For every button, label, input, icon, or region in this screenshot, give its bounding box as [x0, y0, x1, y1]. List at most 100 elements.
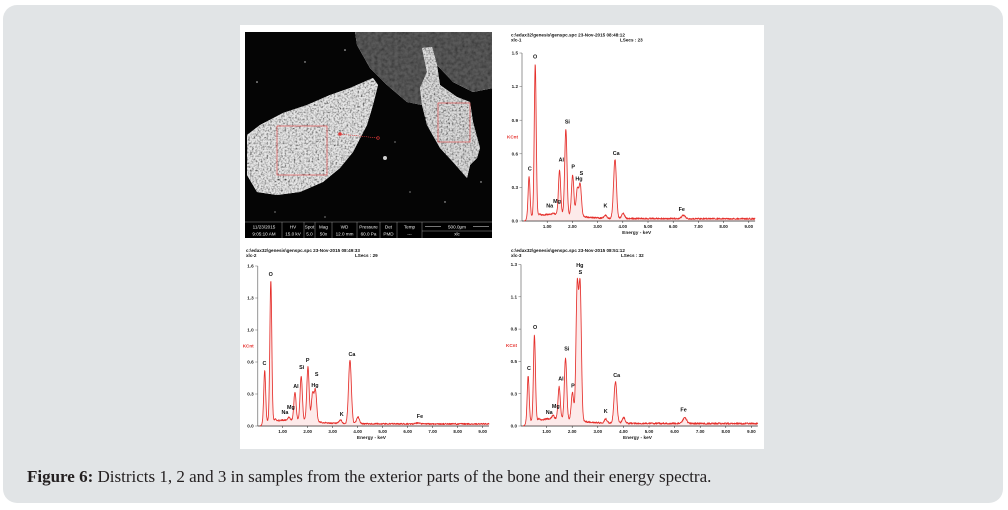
y-tick-label: 0.5 — [511, 359, 518, 364]
peak-label-si: Si — [564, 347, 570, 353]
x-tick-label: 1.00 — [278, 429, 287, 434]
peak-label-hg: Hg — [576, 263, 583, 269]
sem-bone-fragment-right — [420, 47, 480, 178]
x-tick-label: 5.00 — [645, 429, 654, 434]
district-box-right — [437, 102, 471, 143]
peak-label-ca: Ca — [613, 373, 621, 379]
peak-label-mg: Mg — [553, 199, 561, 205]
x-tick-label: 7.00 — [696, 429, 705, 434]
databar-header: 11/23/2015 — [253, 225, 276, 230]
x-axis-label: Energy - keV — [622, 230, 652, 236]
databar-value: 50x — [320, 232, 328, 237]
databar-value: PMD — [383, 232, 394, 237]
peak-label-c: C — [527, 366, 531, 372]
peak-label-k: K — [603, 204, 607, 210]
figure-caption: Figure 6: Districts 1, 2 and 3 in sample… — [27, 467, 711, 487]
y-tick-label: 0.3 — [512, 185, 519, 190]
x-tick-label: 5.00 — [644, 224, 653, 229]
y-tick-label: 1.6 — [247, 264, 254, 269]
sem-district-annotations — [276, 102, 471, 176]
databar-value: --- — [407, 232, 412, 237]
spectrum-live-seconds: LSecs : 32 — [621, 253, 644, 258]
x-tick-label: 8.00 — [453, 429, 462, 434]
x-tick-label: 2.00 — [568, 429, 577, 434]
district-pointer-line — [339, 133, 379, 139]
scale-bar-label: 500.0µm — [448, 224, 466, 229]
x-tick-label: 3.00 — [328, 429, 337, 434]
databar-header: Spot — [305, 225, 315, 230]
eds-spectrum-2: c:\edax32\genesis\genspc.spc 23-Nov-2015… — [243, 248, 490, 441]
peak-label-hg: Hg — [575, 177, 582, 183]
sem-bone-fragment-left — [247, 78, 378, 195]
spectrum-file-header: c:\edax32\genesis\genspc.spc 23-Nov-2015… — [246, 248, 360, 253]
peak-label-s: S — [579, 270, 583, 276]
peak-label-hg: Hg — [311, 383, 318, 389]
databar-value: 5.0 — [306, 232, 313, 237]
y-tick-label: 0.3 — [511, 391, 518, 396]
peak-label-c: C — [262, 361, 266, 367]
x-tick-label: 6.00 — [403, 429, 412, 434]
peak-label-p: P — [306, 358, 310, 364]
peak-label-ca: Ca — [613, 151, 621, 157]
peak-label-k: K — [340, 412, 344, 418]
spectrum-live-seconds: LSecs : 23 — [620, 38, 643, 43]
peak-label-o: O — [533, 325, 537, 331]
peak-label-k: K — [604, 409, 608, 415]
district-point-marker — [338, 132, 342, 136]
y-tick-label: 0.9 — [512, 118, 519, 123]
y-tick-label: 0.6 — [512, 151, 519, 156]
y-tick-label: 1.2 — [512, 84, 519, 89]
peak-label-fe: Fe — [417, 414, 423, 420]
databar-header: HV — [290, 225, 297, 230]
spectrum-line — [259, 281, 490, 427]
y-tick-label: 1.1 — [511, 294, 518, 299]
x-tick-label: 7.00 — [428, 429, 437, 434]
sem-micrograph: 11/23/2015 9:05:10 AM HV 15.0 kV Spot 5.0 Mag 5… — [245, 32, 492, 238]
peak-label-o: O — [269, 272, 273, 278]
spectrum-sample-name: xlc-1 — [511, 38, 522, 43]
x-tick-label: 4.00 — [619, 429, 628, 434]
spectrum-line — [522, 277, 759, 427]
x-tick-label: 5.00 — [378, 429, 387, 434]
peak-label-ca: Ca — [348, 352, 356, 358]
figure-caption-text: Districts 1, 2 and 3 in samples from the… — [93, 467, 712, 486]
x-tick-label: 1.00 — [543, 224, 552, 229]
y-tick-label: 1.3 — [511, 262, 518, 267]
databar-header: Det — [385, 225, 393, 230]
peak-label-si: Si — [299, 365, 305, 371]
x-tick-label: 3.00 — [594, 429, 603, 434]
y-tick-label: 0.8 — [511, 327, 518, 332]
peak-label-al: Al — [559, 158, 565, 164]
spectrum-sample-name: xlc-3 — [511, 253, 522, 258]
spectrum-live-seconds: LSecs : 29 — [355, 253, 378, 258]
x-tick-label: 4.00 — [353, 429, 362, 434]
peak-label-fe: Fe — [679, 207, 685, 213]
y-tick-label: 1.3 — [247, 296, 254, 301]
sem-gray-band — [355, 32, 492, 105]
x-tick-label: 8.00 — [722, 429, 731, 434]
x-tick-label: 9.00 — [745, 224, 754, 229]
sem-particles — [256, 49, 482, 218]
peak-label-s: S — [580, 171, 584, 177]
spectrum-file-header: c:\edax32\genesis\genspc.spc 23-Nov-2015… — [511, 248, 625, 253]
y-tick-label: 0.3 — [247, 392, 254, 397]
spectrum-fill — [524, 64, 756, 221]
databar-header: Mag — [319, 225, 328, 230]
x-tick-label: 3.00 — [593, 224, 602, 229]
y-axis-label: KCnt — [507, 135, 518, 140]
spectrum-sample-name: xlc-2 — [246, 253, 257, 258]
y-tick-label: 0.0 — [511, 424, 518, 429]
peak-label-mg: Mg — [552, 404, 560, 410]
y-tick-label: 0.0 — [247, 424, 254, 429]
databar-value: 12.0 mm — [336, 232, 354, 237]
x-axis-label: Energy - keV — [357, 435, 387, 441]
x-tick-label: 4.00 — [619, 224, 628, 229]
eds-spectrum-3: c:\edax32\genesis\genspc.spc 23-Nov-2015… — [506, 248, 759, 441]
y-axis-label: KCnt — [243, 344, 254, 349]
peak-label-fe: Fe — [680, 408, 686, 414]
y-tick-label: 0.6 — [247, 360, 254, 365]
spectrum-fill — [523, 278, 758, 426]
y-tick-label: 0.0 — [512, 219, 519, 224]
